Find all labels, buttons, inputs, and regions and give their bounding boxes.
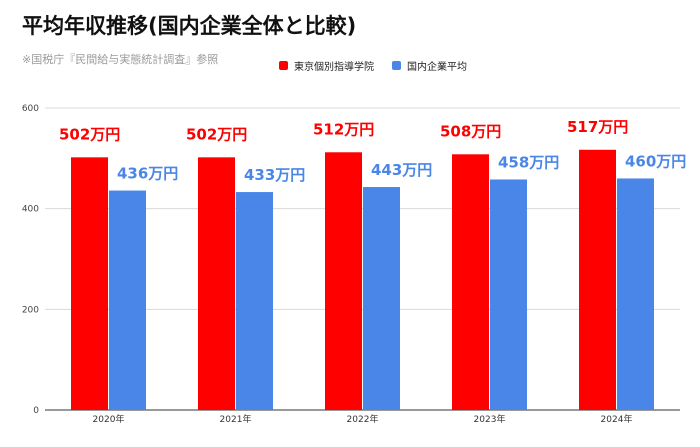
- bar-tokyo-kobetsu-4: [579, 149, 616, 410]
- y-tick-label-600: 600: [22, 104, 39, 114]
- data-label-tokyo-kobetsu-0: 502万円: [59, 125, 120, 143]
- data-label-domestic-average-1: 433万円: [244, 166, 305, 184]
- data-label-tokyo-kobetsu-4: 517万円: [567, 118, 628, 136]
- bar-domestic-average-4: [617, 178, 654, 410]
- x-tick-label-4: 2024年: [601, 413, 633, 425]
- legend-label-domestic-average: 国内企業平均: [407, 62, 467, 73]
- x-tick-label-2: 2022年: [347, 413, 379, 425]
- legend-label-tokyo-kobetsu: 東京個別指導学院: [294, 62, 374, 73]
- y-tick-label-200: 200: [22, 305, 39, 315]
- chart-title: 平均年収推移(国内企業全体と比較): [22, 14, 357, 38]
- bar-tokyo-kobetsu-2: [325, 152, 362, 410]
- x-tick-label-3: 2023年: [474, 413, 506, 425]
- bar-domestic-average-3: [490, 179, 527, 410]
- bar-tokyo-kobetsu-3: [452, 154, 489, 410]
- legend-swatch-blue: [392, 61, 401, 70]
- x-tick-label-1: 2021年: [220, 413, 252, 425]
- chart-subtitle: ※国税庁『民間給与実態統計調査』参照: [22, 53, 219, 66]
- data-label-domestic-average-3: 458万円: [498, 153, 559, 171]
- data-label-tokyo-kobetsu-2: 512万円: [313, 120, 374, 138]
- legend-entry-tokyo-kobetsu: 東京個別指導学院: [279, 58, 374, 73]
- data-label-domestic-average-4: 460万円: [625, 152, 686, 170]
- x-tick-label-0: 2020年: [93, 413, 125, 425]
- data-label-tokyo-kobetsu-3: 508万円: [440, 122, 501, 140]
- legend-entry-domestic-average: 国内企業平均: [392, 58, 467, 73]
- bar-domestic-average-1: [236, 192, 273, 410]
- y-tick-label-400: 400: [22, 205, 39, 215]
- bar-domestic-average-2: [363, 187, 400, 410]
- data-label-tokyo-kobetsu-1: 502万円: [186, 125, 247, 143]
- legend-swatch-red: [279, 61, 288, 70]
- y-tick-label-0: 0: [33, 406, 39, 416]
- bar-domestic-average-0: [109, 190, 146, 410]
- legend: 東京個別指導学院 国内企業平均: [279, 58, 467, 73]
- data-label-domestic-average-0: 436万円: [117, 165, 178, 183]
- data-label-domestic-average-2: 443万円: [371, 161, 432, 179]
- bar-tokyo-kobetsu-1: [198, 157, 235, 410]
- bar-tokyo-kobetsu-0: [71, 157, 108, 410]
